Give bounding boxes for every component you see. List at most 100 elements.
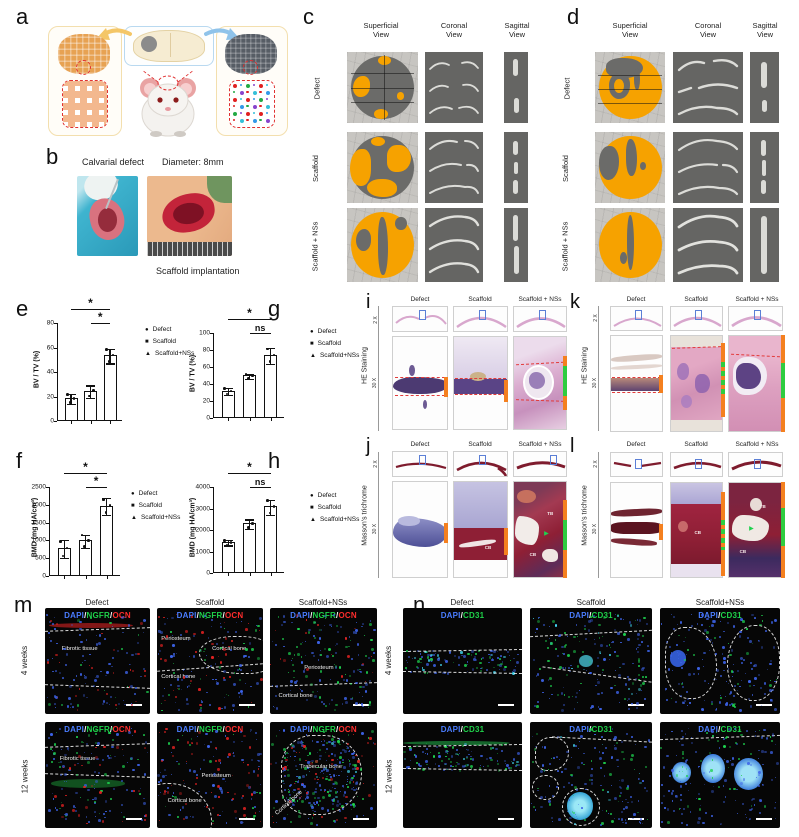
- d-nss-sagittal: [750, 208, 779, 282]
- c-defect-sagittal: [504, 52, 528, 123]
- j-scaffold-indicator-orange: [504, 528, 508, 555]
- nanosheet-dot-inset: [229, 80, 275, 128]
- chart-g-ylabel: BV / TV (%): [189, 354, 197, 393]
- l-2x-scaffold: [670, 452, 723, 477]
- i-scaffold-indicator-orange: [504, 380, 508, 402]
- j-col-scaffold: Scaffold: [468, 441, 492, 448]
- i-rule: [378, 306, 379, 431]
- j-30x-defect: [392, 481, 448, 578]
- chart-f-ylabel: BMD (mg HA/cm³): [31, 497, 39, 558]
- c-row-nss: Scaffold + NSs: [310, 221, 320, 272]
- c-header-sagittal: Sagittal View: [504, 21, 530, 39]
- m-row-4weeks: 4 weeks: [20, 645, 30, 676]
- d-scaffold-superficial: [595, 132, 665, 203]
- n-12w-nss-image: DAPI/CD31: [660, 722, 780, 828]
- scale-bar: [239, 704, 255, 706]
- m-col-scaffold: Scaffold: [195, 598, 225, 607]
- m-4w-defect-image: DAPI/NGFR/OCN Fibrotic tissue: [45, 608, 150, 714]
- l-mag-2x: 2 X: [592, 460, 599, 468]
- k-col-nss: Scaffold + NSs: [735, 296, 779, 303]
- j-nss-indicator-green: [563, 520, 567, 550]
- j-col-nss: Scaffold + NSs: [518, 441, 562, 448]
- green-arrow-icon: ▶: [544, 531, 549, 538]
- i-mag-30x: 30 X: [372, 377, 379, 389]
- d-defect-sagittal: [750, 52, 779, 123]
- j-stain-label: Masson's trichrome: [361, 485, 369, 546]
- i-col-scaffold: Scaffold: [468, 296, 492, 303]
- skull-suture-line: [170, 33, 171, 57]
- d-scaffold-coronal: [673, 132, 743, 203]
- c-scaffold-coronal: [425, 132, 483, 203]
- panel-e-letter: e: [16, 296, 29, 321]
- l-col-scaffold: Scaffold: [684, 441, 708, 448]
- d-header-sagittal: Sagittal View: [752, 21, 778, 39]
- panel-l-letter: l: [570, 435, 575, 457]
- scale-bar: [628, 818, 644, 820]
- d-header-coronal: Coronal View: [694, 21, 722, 39]
- chart-h-plot: 0 1000 2000 3000 4000 * ns: [196, 460, 284, 577]
- l-stain-label: Masson's trichrome: [581, 485, 589, 546]
- c-nss-sagittal: [504, 208, 528, 282]
- k-2x-scaffold: [670, 306, 723, 331]
- l-rule: [598, 452, 599, 578]
- i-30x-nss: [513, 336, 567, 430]
- n-col-scaffold: Scaffold: [576, 598, 606, 607]
- c-row-scaffold: Scaffold: [310, 155, 320, 182]
- chart-e-legend: ● Defect ■ Scaffold ▲ Scaffold+NSs: [145, 326, 195, 357]
- k-2x-nss: [728, 306, 783, 331]
- l-2x-nss: [728, 452, 783, 477]
- n-row-12weeks: 12 weeks: [384, 759, 394, 794]
- l-scaffold-indicator-orange-top: [721, 492, 725, 520]
- k-mag-2x: 2 X: [592, 314, 599, 322]
- k-2x-defect: [610, 306, 663, 331]
- m-col-nss: Scaffold+NSs: [298, 598, 348, 607]
- l-2x-defect: [610, 452, 663, 477]
- scale-bar: [353, 818, 369, 820]
- scaffold-nss-graphic: [225, 34, 277, 74]
- l-defect-indicator-orange: [659, 524, 663, 540]
- chart-g-legend: ● Defect ■ Scaffold ▲ Scaffold+NSs: [310, 328, 360, 359]
- scale-bar: [126, 704, 142, 706]
- panel-h-letter: h: [268, 448, 281, 473]
- k-scaffold-indicator-orange-top: [721, 343, 725, 362]
- n-12w-scaffold-image: DAPI/CD31: [530, 722, 652, 828]
- j-2x-nss: [513, 451, 567, 477]
- wound-inner: [97, 208, 118, 232]
- chart-g-plot: 0 20 40 60 80 100 * ns: [199, 306, 284, 422]
- i-30x-defect: [392, 336, 448, 430]
- k-30x-defect: [610, 335, 663, 432]
- j-rule: [378, 452, 379, 578]
- k-nss-indicator-orange-top: [781, 335, 785, 363]
- i-col-defect: Defect: [410, 296, 430, 303]
- j-2x-defect: [392, 451, 448, 477]
- k-col-defect: Defect: [626, 296, 646, 303]
- k-nss-indicator-orange-bottom: [781, 398, 785, 432]
- panel-g-letter: g: [268, 296, 281, 321]
- c-defect-superficial: [347, 52, 418, 123]
- m-4w-nss-image: DAPI/NGFR/OCN Periosteum Cortical bone: [270, 608, 377, 714]
- c-header-coronal: Coronal View: [440, 21, 468, 39]
- k-rule: [598, 306, 599, 431]
- k-col-scaffold: Scaffold: [684, 296, 708, 303]
- j-30x-nss: TB CB ▶: [513, 481, 567, 578]
- n-col-nss: Scaffold+NSs: [695, 598, 745, 607]
- m-4w-scaffold-image: DAPI/NGFR/OCN Periosteum Cortical bone C…: [157, 608, 263, 714]
- mouse-graphic: [140, 69, 196, 137]
- k-stain-label: HE Staining: [581, 347, 589, 384]
- c-header-superficial: Superficial View: [363, 21, 399, 39]
- i-2x-nss: [513, 306, 567, 332]
- j-2x-scaffold: [453, 451, 508, 477]
- panel-f-letter: f: [16, 448, 23, 473]
- l-nss-indicator-orange-top: [781, 482, 785, 508]
- zoom-circle-left: [76, 60, 91, 75]
- n-4w-nss-image: DAPI/CD31: [660, 608, 780, 714]
- c-row-defect: Defect: [312, 77, 322, 100]
- j-col-defect: Defect: [410, 441, 430, 448]
- n-4w-defect-image: DAPI/CD31: [403, 608, 522, 714]
- l-30x-defect: [610, 482, 663, 578]
- k-nss-indicator-green: [781, 363, 785, 398]
- c-scaffold-sagittal: [504, 132, 528, 203]
- scale-bar: [498, 818, 514, 820]
- j-nss-indicator-orange-bottom: [563, 550, 567, 578]
